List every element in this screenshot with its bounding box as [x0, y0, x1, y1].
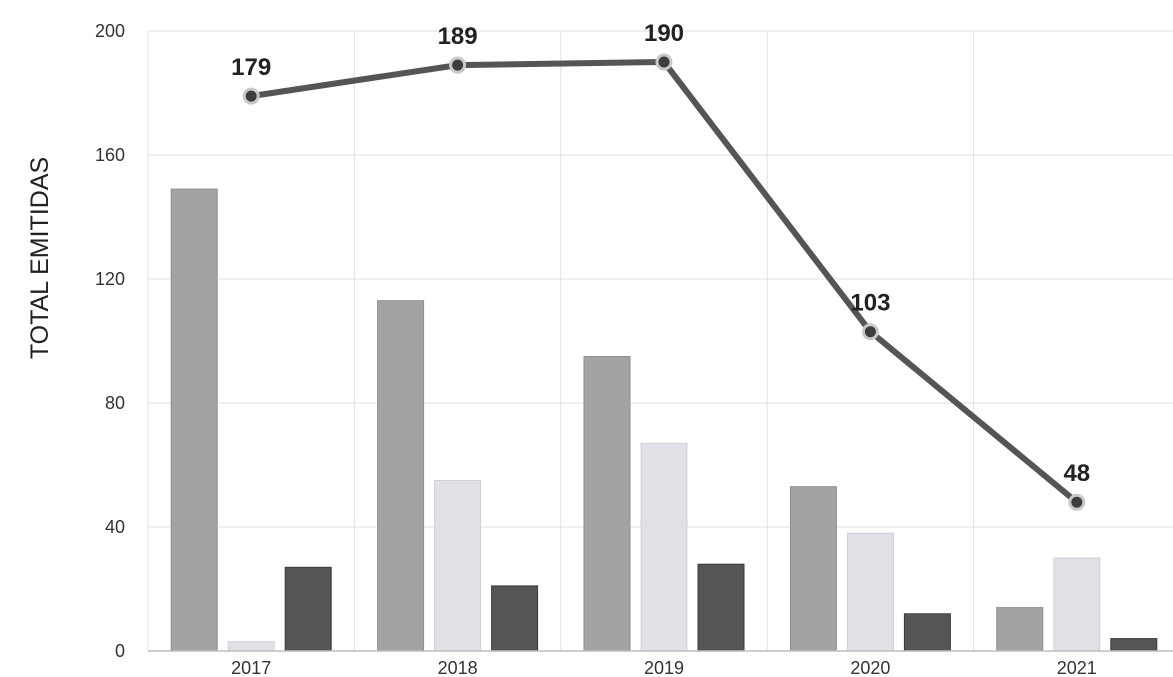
bar-2019-series-3	[697, 563, 745, 652]
total-line-path	[248, 59, 1080, 506]
bar-2019-series-1	[583, 356, 631, 652]
bar-2019-series-2	[640, 442, 688, 652]
bar-2020-series-3	[903, 613, 951, 652]
data-label-2020: 103	[850, 290, 890, 317]
x-tick-label: 2018	[438, 658, 478, 677]
y-tick-label: 200	[95, 21, 125, 41]
y-tick-label: 120	[95, 269, 125, 289]
line-point-2018	[449, 56, 467, 74]
x-tick-label: 2019	[644, 658, 684, 677]
bar-2018-series-3	[491, 585, 539, 652]
data-label-2019: 190	[644, 20, 684, 47]
x-tick-label: 2021	[1057, 658, 1097, 677]
total-line	[242, 53, 1086, 511]
y-tick-label: 80	[105, 393, 125, 413]
line-point-2019	[655, 53, 673, 71]
y-axis-label: TOTAL EMITIDAS	[26, 157, 54, 359]
data-label-2021: 48	[1063, 460, 1090, 487]
gridlines	[147, 30, 1173, 651]
y-tick-label: 160	[95, 145, 125, 165]
y-tick-label: 0	[115, 641, 125, 661]
bar-2020-series-2	[846, 532, 894, 652]
bar-2017-series-1	[170, 188, 218, 652]
bar-2018-series-1	[377, 300, 425, 652]
data-labels: 179 189 190 103 48	[231, 20, 1090, 487]
bar-2021-series-3	[1110, 638, 1158, 652]
axes: 0 40 80 120 160 200 2017 2018 2019 2020 2021	[95, 21, 1173, 677]
bar-2020-series-1	[789, 486, 837, 652]
bar-2017-series-2	[227, 641, 275, 652]
bar-2018-series-2	[434, 480, 482, 652]
y-tick-label: 40	[105, 517, 125, 537]
bar-2017-series-3	[284, 566, 332, 652]
bar-2021-series-2	[1053, 557, 1101, 652]
data-label-2018: 189	[438, 23, 478, 50]
bar-2021-series-1	[996, 607, 1044, 652]
bars	[170, 188, 1158, 652]
x-tick-label: 2020	[850, 658, 890, 677]
line-point-2017	[242, 87, 260, 105]
line-point-2020	[861, 323, 879, 341]
x-tick-label: 2017	[231, 658, 271, 677]
line-point-2021	[1068, 493, 1086, 511]
data-label-2017: 179	[231, 54, 271, 81]
